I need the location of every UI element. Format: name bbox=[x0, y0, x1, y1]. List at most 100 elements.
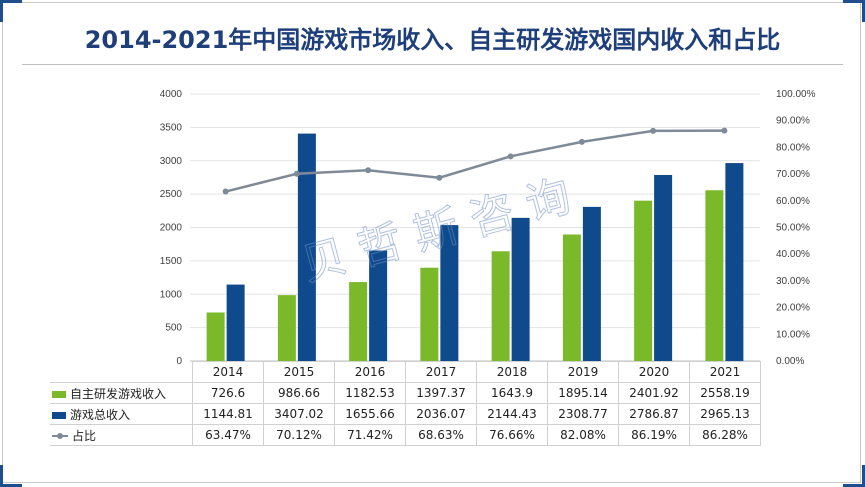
y2-tick-label: 20.00% bbox=[776, 303, 810, 314]
row-label: 游戏总收入 bbox=[50, 403, 193, 425]
left-axis-ticks: 0 500 1000 1500 2000 2500 3000 3500 4000 bbox=[160, 89, 183, 367]
corner-accent-top-right-v bbox=[862, 0, 865, 22]
year-cell: 2020 bbox=[618, 361, 690, 383]
value-cell: 68.63% bbox=[405, 424, 477, 446]
y2-tick-label: 80.00% bbox=[776, 142, 810, 153]
corner-accent-bottom-right bbox=[843, 484, 865, 487]
y2-tick-label: 70.00% bbox=[776, 169, 810, 180]
value-cell: 82.08% bbox=[547, 424, 619, 446]
corner-accent-bottom-right-v bbox=[862, 465, 865, 487]
year-cell: 2019 bbox=[547, 361, 619, 383]
value-cell: 63.47% bbox=[192, 424, 264, 446]
bar-self-revenue bbox=[491, 251, 510, 361]
bar-self-revenue bbox=[277, 295, 296, 361]
corner-accent-top-right bbox=[843, 0, 865, 3]
bar-total-revenue bbox=[226, 284, 245, 361]
y2-tick-label: 90.00% bbox=[776, 116, 810, 127]
value-cell: 1655.66 bbox=[334, 403, 406, 425]
bar-self-revenue bbox=[705, 190, 724, 361]
value-cell: 1144.81 bbox=[192, 403, 264, 425]
y-tick-label: 4000 bbox=[160, 89, 183, 100]
ratio-point bbox=[436, 174, 443, 181]
series-name: 占比 bbox=[72, 428, 97, 443]
ratio-line-path bbox=[225, 129, 725, 193]
ratio-point bbox=[578, 138, 585, 145]
y2-tick-label: 40.00% bbox=[776, 249, 810, 260]
ratio-line bbox=[222, 127, 728, 195]
value-cell: 2144.43 bbox=[476, 403, 548, 425]
ratio-point bbox=[293, 170, 300, 177]
year-cell: 2018 bbox=[476, 361, 548, 383]
year-cell: 2014 bbox=[192, 361, 264, 383]
year-cell: 2016 bbox=[334, 361, 406, 383]
y-tick-label: 0 bbox=[176, 356, 182, 367]
series-name: 自主研发游戏收入 bbox=[70, 386, 167, 401]
y2-tick-label: 10.00% bbox=[776, 329, 810, 340]
y-tick-label: 2000 bbox=[160, 223, 183, 234]
table-corner bbox=[50, 362, 193, 383]
table-row-ratio: 占比 63.47% 70.12% 71.42% 68.63% 76.66% 82… bbox=[50, 424, 761, 446]
right-axis-ticks: 0.00% 10.00% 20.00% 30.00% 40.00% 50.00% 60.00… bbox=[776, 89, 816, 367]
bar-self-revenue bbox=[634, 200, 653, 361]
value-cell: 76.66% bbox=[476, 424, 548, 446]
title-divider bbox=[22, 64, 843, 65]
year-cell: 2015 bbox=[263, 361, 335, 383]
value-cell: 3407.02 bbox=[263, 403, 335, 425]
year-cell: 2017 bbox=[405, 361, 477, 383]
row-label: 占比 bbox=[50, 424, 193, 446]
legend-swatch-total bbox=[52, 411, 66, 419]
y2-tick-label: 0.00% bbox=[776, 356, 804, 367]
bar-total-revenue bbox=[297, 133, 316, 361]
value-cell: 2036.07 bbox=[405, 403, 477, 425]
value-cell: 2558.19 bbox=[689, 382, 761, 404]
value-cell: 86.19% bbox=[618, 424, 690, 446]
value-cell: 2308.77 bbox=[547, 403, 619, 425]
y-tick-label: 1500 bbox=[160, 256, 183, 267]
y-tick-label: 2500 bbox=[160, 189, 183, 200]
y2-tick-label: 100.00% bbox=[776, 89, 816, 100]
legend-swatch-ratio bbox=[52, 433, 68, 439]
bar-total-revenue bbox=[369, 250, 388, 361]
bar-total-revenue bbox=[582, 206, 601, 361]
row-label: 自主研发游戏收入 bbox=[50, 382, 193, 404]
corner-accent-bottom-left-v bbox=[0, 465, 3, 487]
y-tick-label: 500 bbox=[165, 323, 182, 334]
value-cell: 70.12% bbox=[263, 424, 335, 446]
bar-total-revenue bbox=[654, 174, 673, 361]
chart-title: 2014-2021年中国游戏市场收入、自主研发游戏国内收入和占比 bbox=[84, 26, 781, 54]
y-tick-label: 3000 bbox=[160, 156, 183, 167]
value-cell: 1895.14 bbox=[547, 382, 619, 404]
value-cell: 1182.53 bbox=[334, 382, 406, 404]
table-row-total-revenue: 游戏总收入 1144.81 3407.02 1655.66 2036.07 21… bbox=[50, 403, 761, 425]
bar-total-revenue bbox=[725, 163, 744, 361]
value-cell: 2965.13 bbox=[689, 403, 761, 425]
value-cell: 71.42% bbox=[334, 424, 406, 446]
bar-total-revenue bbox=[440, 225, 459, 361]
ratio-point bbox=[650, 127, 657, 134]
bar-self-revenue bbox=[349, 282, 368, 361]
table-header-row: 2014 2015 2016 2017 2018 2019 2020 2021 bbox=[50, 361, 761, 383]
series-name: 游戏总收入 bbox=[70, 407, 131, 422]
bars bbox=[206, 133, 744, 361]
bar-total-revenue bbox=[511, 217, 530, 361]
legend-swatch-self bbox=[52, 390, 66, 398]
corner-accent-top-left bbox=[0, 0, 22, 3]
corner-accent-bottom-left bbox=[0, 484, 22, 487]
value-cell: 1397.37 bbox=[405, 382, 477, 404]
y2-tick-label: 60.00% bbox=[776, 196, 810, 207]
y2-tick-label: 50.00% bbox=[776, 223, 810, 234]
value-cell: 2401.92 bbox=[618, 382, 690, 404]
bar-self-revenue bbox=[206, 312, 225, 361]
value-cell: 726.6 bbox=[192, 382, 264, 404]
table-row-self-revenue: 自主研发游戏收入 726.6 986.66 1182.53 1397.37 16… bbox=[50, 382, 761, 404]
value-cell: 1643.9 bbox=[476, 382, 548, 404]
y2-tick-label: 30.00% bbox=[776, 276, 810, 287]
bar-self-revenue bbox=[562, 234, 581, 361]
corner-accent-top-left-v bbox=[0, 0, 3, 22]
value-cell: 2786.87 bbox=[618, 403, 690, 425]
y-tick-label: 1000 bbox=[160, 289, 183, 300]
ratio-point bbox=[365, 167, 372, 174]
y-tick-label: 3500 bbox=[160, 122, 183, 133]
